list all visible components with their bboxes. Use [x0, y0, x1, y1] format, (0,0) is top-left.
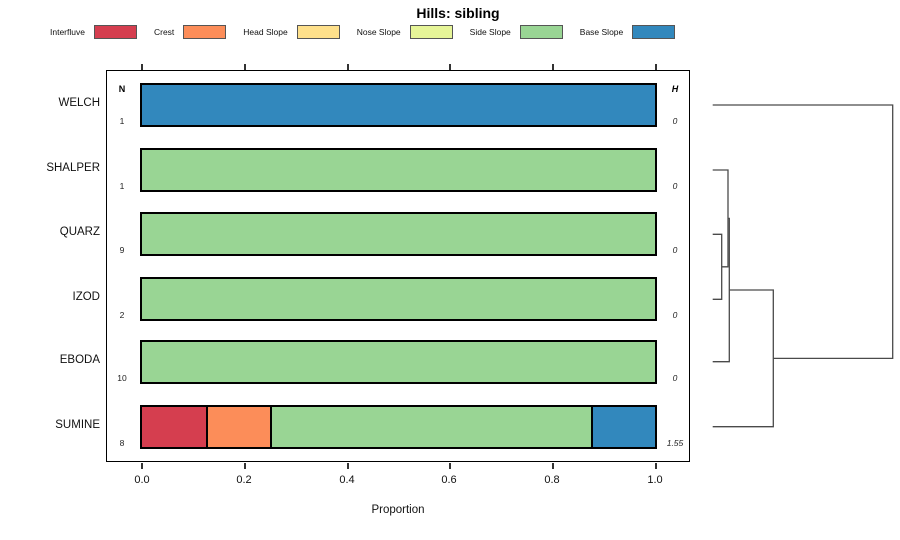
h-value: 0	[672, 181, 678, 191]
x-axis-title: Proportion	[371, 504, 425, 516]
bar-segment-side-slope	[270, 407, 591, 447]
axis-tick	[552, 64, 554, 70]
row-label-izod: IZOD	[72, 291, 100, 303]
x-tick-label: 0.0	[134, 474, 150, 486]
dendrogram-link-welch-root	[712, 104, 894, 360]
stacked-bar-welch	[140, 83, 657, 127]
plot-frame	[106, 70, 690, 462]
legend-label: Base Slope	[579, 27, 624, 37]
row-label-quarz: QUARZ	[59, 226, 100, 238]
n-column-header: N	[118, 84, 126, 94]
legend-swatch-interfluve	[93, 25, 137, 39]
h-value: 0	[672, 310, 678, 320]
axis-tick	[449, 64, 451, 70]
axis-tick	[141, 64, 143, 70]
n-value: 1	[119, 181, 125, 191]
axis-tick	[449, 463, 451, 469]
axis-tick	[347, 463, 349, 469]
x-tick-label: 1.0	[647, 474, 663, 486]
axis-tick	[655, 64, 657, 70]
legend-label: Crest	[153, 27, 175, 37]
n-value: 8	[119, 438, 125, 448]
legend-label: Side Slope	[469, 27, 511, 37]
bar-segment-base-slope	[142, 85, 655, 125]
bar-segment-base-slope	[590, 407, 655, 447]
legend-swatch-crest	[183, 25, 227, 39]
x-tick-label: 0.2	[236, 474, 252, 486]
axis-tick	[141, 463, 143, 469]
bar-segment-crest	[206, 407, 271, 447]
x-tick-label: 0.4	[339, 474, 355, 486]
legend-label: Head Slope	[243, 27, 288, 37]
axis-tick	[655, 463, 657, 469]
legend-item-crest: Crest	[153, 25, 227, 39]
chart-title: Hills: sibling	[416, 5, 500, 21]
x-tick-label: 0.8	[544, 474, 560, 486]
bar-segment-interfluve	[142, 407, 207, 447]
legend-item-head-slope: Head Slope	[243, 25, 340, 39]
stacked-bar-izod	[140, 277, 657, 321]
n-value: 9	[119, 245, 125, 255]
stacked-bar-quarz	[140, 212, 657, 256]
row-label-welch: WELCH	[58, 97, 100, 109]
legend-swatch-base-slope	[632, 25, 676, 39]
h-value: 1.55	[666, 438, 684, 448]
legend-item-side-slope: Side Slope	[470, 25, 563, 39]
axis-tick	[347, 64, 349, 70]
legend-item-base-slope: Base Slope	[579, 25, 676, 39]
x-tick-label: 0.6	[441, 474, 457, 486]
axis-tick	[244, 64, 246, 70]
stacked-bar-shalper	[140, 148, 657, 192]
h-column-header: H	[671, 84, 679, 94]
dendrogram-link-shalper	[712, 169, 729, 268]
dendrogram-link-quarz-izod	[712, 233, 723, 300]
dendrogram-link-eboda	[712, 217, 730, 363]
h-value: 0	[672, 373, 678, 383]
row-label-eboda: EBODA	[59, 354, 100, 366]
legend-swatch-nose-slope	[409, 25, 453, 39]
n-value: 10	[117, 373, 127, 383]
dendrogram-link-sumine	[712, 289, 774, 428]
stacked-bar-sumine	[140, 405, 657, 449]
axis-tick	[244, 463, 246, 469]
row-label-sumine: SUMINE	[55, 419, 100, 431]
h-value: 0	[672, 245, 678, 255]
legend-item-interfluve: Interfluve	[50, 25, 137, 39]
bar-segment-side-slope	[142, 150, 655, 190]
legend: Interfluve Crest Head Slope Nose Slope S…	[50, 25, 676, 39]
bar-segment-side-slope	[142, 214, 655, 254]
row-label-shalper: SHALPER	[46, 162, 100, 174]
bar-segment-side-slope	[142, 342, 655, 382]
n-value: 2	[119, 310, 125, 320]
h-value: 0	[672, 116, 678, 126]
legend-swatch-head-slope	[296, 25, 340, 39]
axis-tick	[552, 463, 554, 469]
legend-swatch-side-slope	[519, 25, 563, 39]
legend-item-nose-slope: Nose Slope	[357, 25, 453, 39]
stacked-bar-eboda	[140, 340, 657, 384]
bar-segment-side-slope	[142, 279, 655, 319]
legend-label: Nose Slope	[356, 27, 401, 37]
legend-label: Interfluve	[50, 27, 85, 37]
n-value: 1	[119, 116, 125, 126]
dendrogram	[712, 104, 894, 428]
